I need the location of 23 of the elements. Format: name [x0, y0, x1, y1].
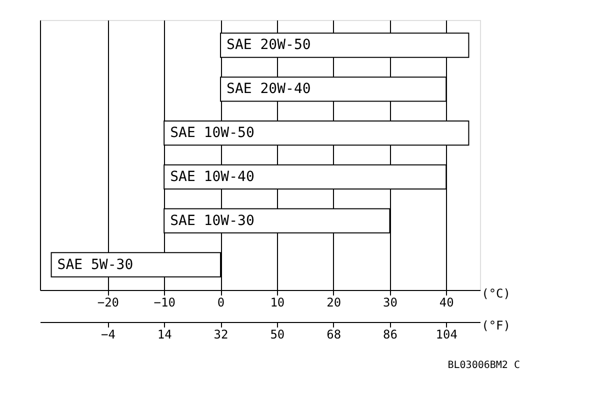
y-tick-label: SAE 20W-50: [226, 37, 311, 54]
x2-axis-title: (°F): [482, 318, 510, 332]
x2-tick-label: −4: [100, 328, 116, 342]
x-tick-label: 10: [270, 296, 285, 310]
x2-tick-label: 68: [326, 328, 342, 342]
x2-tick-label: 86: [383, 328, 398, 342]
y-tick-label: SAE 5W-30: [57, 256, 134, 273]
x2-tick-label: 50: [270, 328, 285, 342]
x-tick-label: 30: [383, 296, 398, 310]
y-tick-label: SAE 10W-40: [170, 168, 254, 185]
text: BL03006BM2 C: [448, 360, 520, 371]
y-tick-label: SAE 10W-30: [170, 212, 254, 229]
x2-tick-label: 32: [214, 328, 228, 342]
x2-tick-label: 104: [436, 328, 458, 342]
y-tick-label: SAE 10W-50: [170, 125, 254, 142]
x-axis-title: (°C): [482, 286, 510, 300]
x-tick-label: −20: [97, 296, 120, 310]
x2-tick-label: 14: [157, 328, 172, 342]
x-tick-label: 20: [326, 296, 342, 310]
y-tick-label: SAE 20W-40: [226, 81, 311, 98]
x-tick-label: 40: [439, 296, 454, 310]
x-tick-label: −10: [154, 296, 176, 310]
x-tick-label: 0: [217, 296, 225, 310]
